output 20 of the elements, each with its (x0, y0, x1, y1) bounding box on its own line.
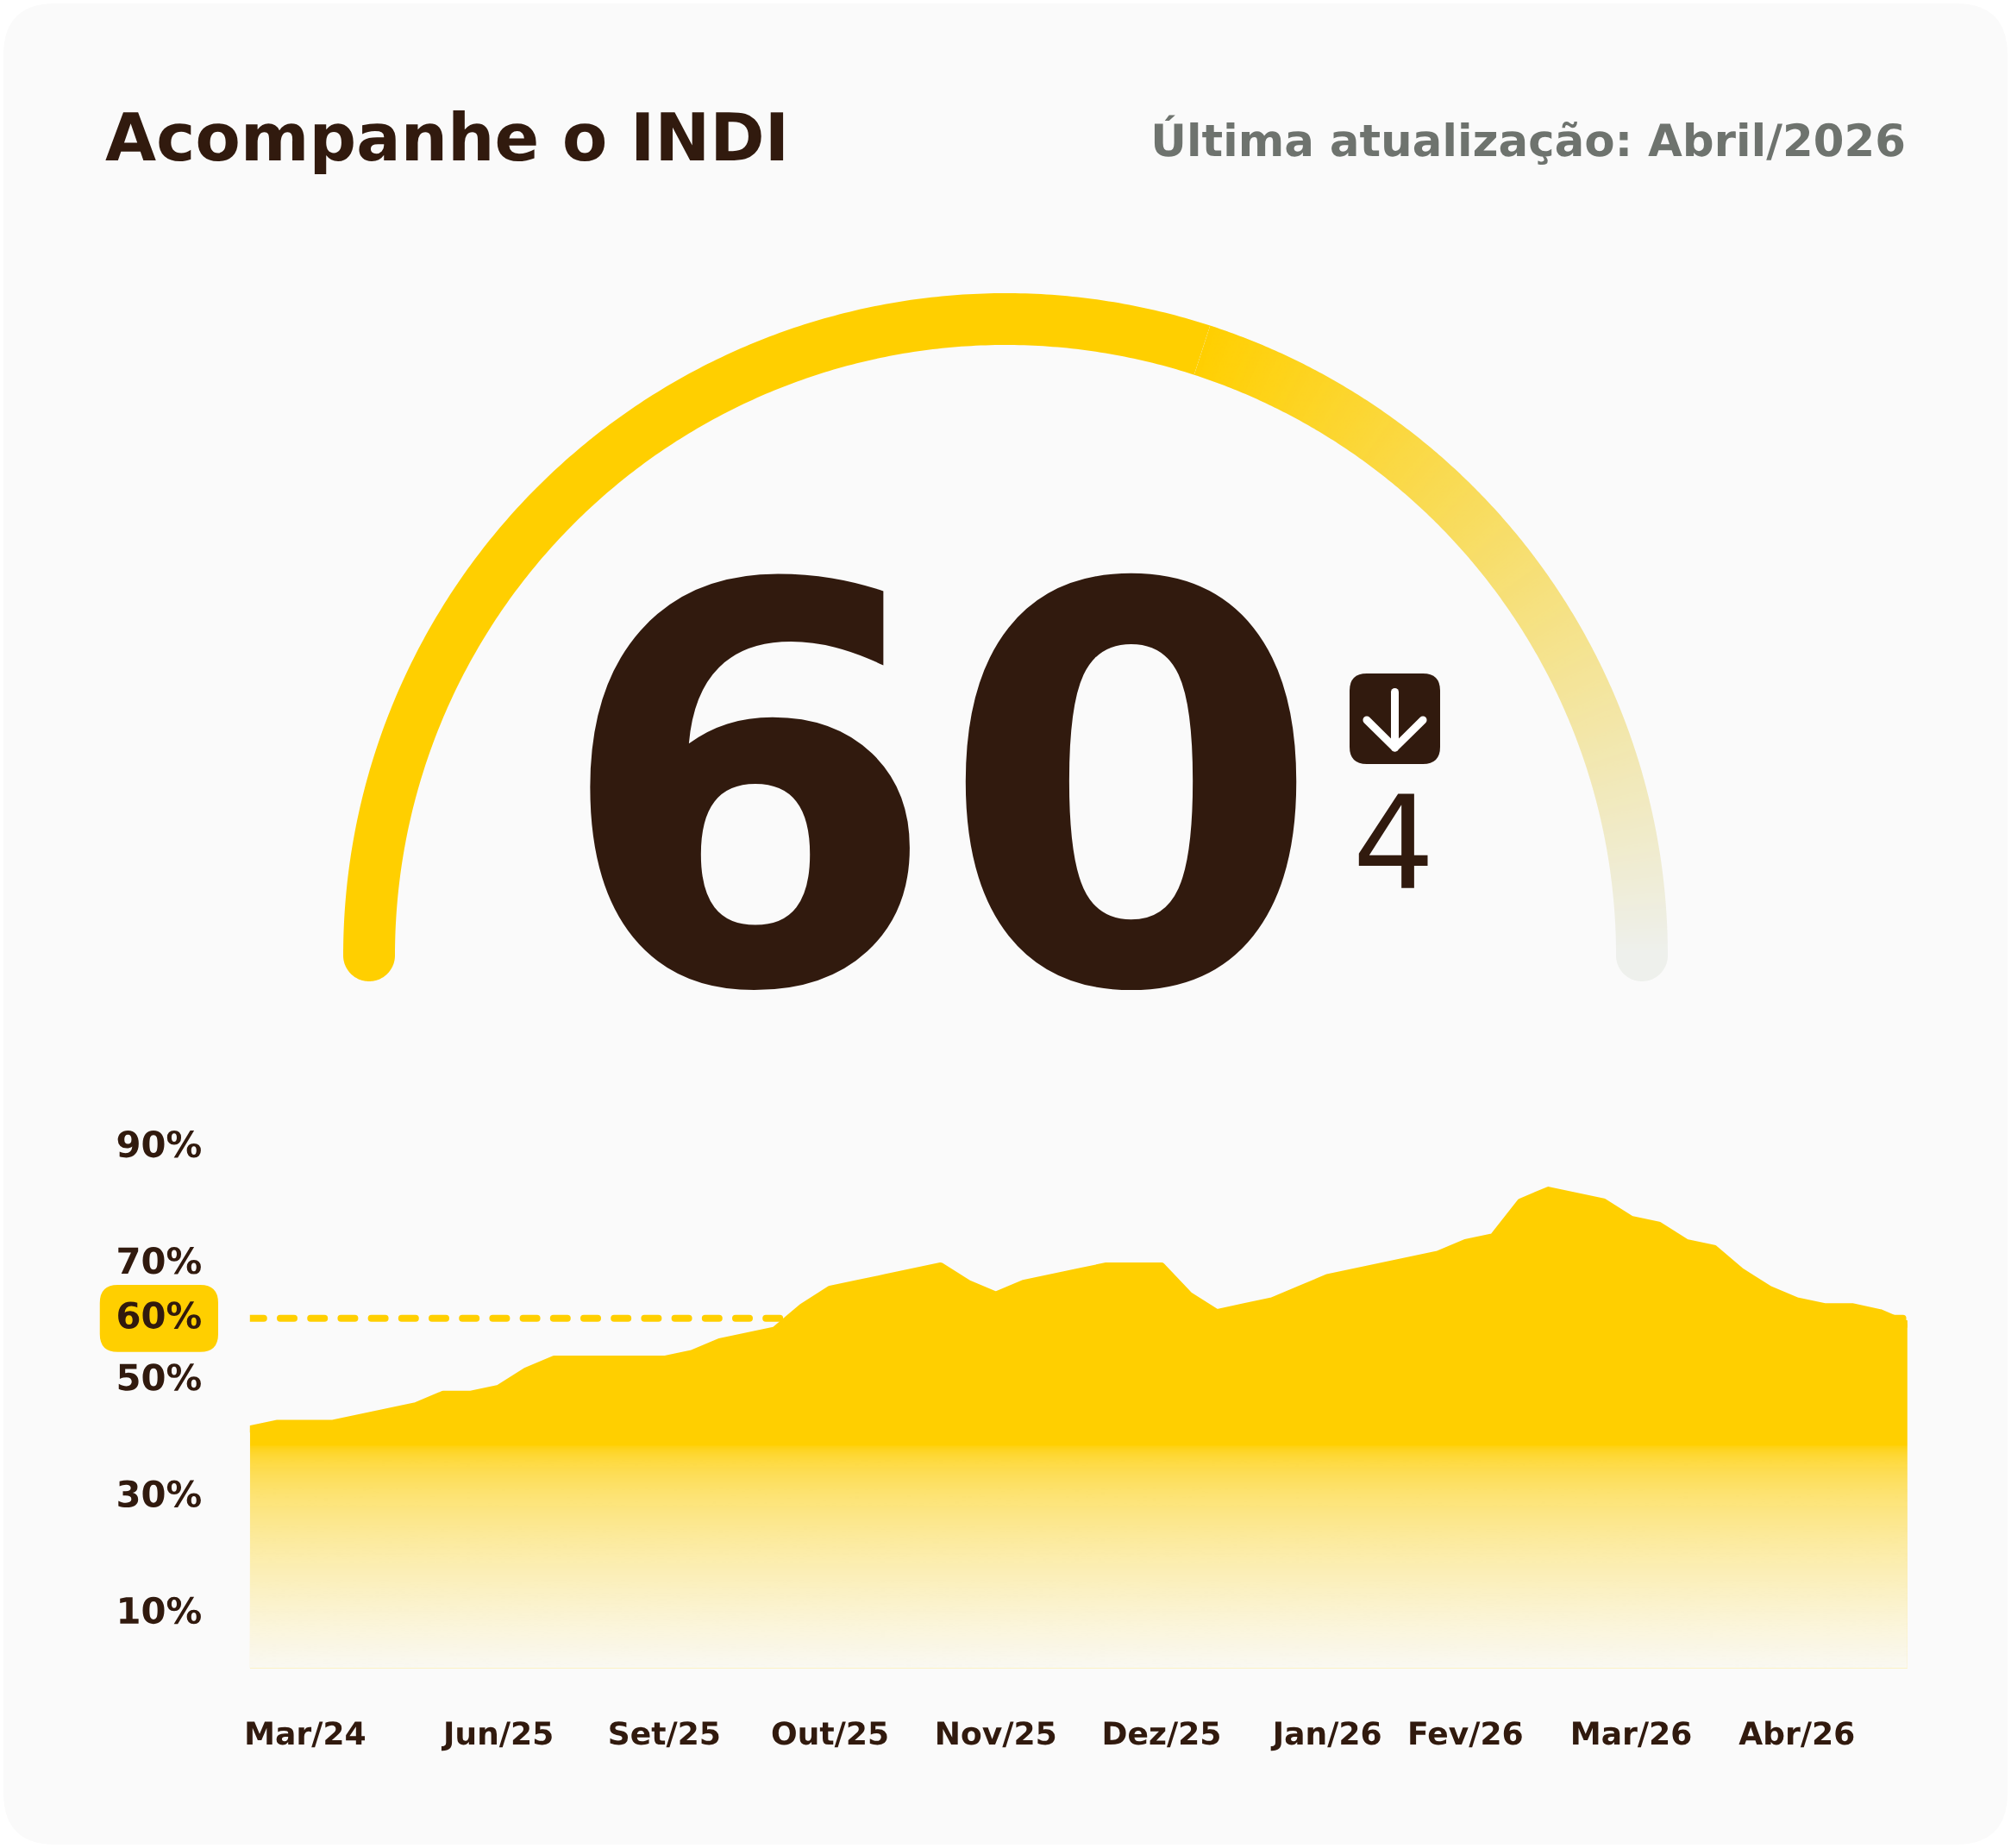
y-tick-label: 70% (118, 1247, 201, 1275)
x-tick-label: Fev/26 (1410, 1721, 1522, 1748)
x-tick-label: Jun/25 (441, 1721, 552, 1751)
x-tick-label: Mar/26 (1573, 1721, 1691, 1748)
y-tick-label: 90% (117, 1130, 201, 1158)
text: 60 (590, 573, 1297, 991)
x-tick-label: Dez/25 (1104, 1721, 1219, 1748)
y-tick-label: 10% (120, 1596, 201, 1625)
y-tick-label: 50% (118, 1363, 201, 1391)
x-tick-label: Jan/26 (1270, 1721, 1381, 1751)
chart-subtitle: Última atualização: Abril/2026 (1154, 115, 1904, 166)
x-tick-label: Out/25 (772, 1721, 887, 1748)
x-tick-label: Nov/25 (937, 1721, 1056, 1748)
x-tick-label: Abr/26 (1738, 1720, 1854, 1748)
ref-line-label: 60% (118, 1301, 201, 1329)
chart-title: Acompanhe o INDI (105, 110, 784, 174)
x-tick-label: Set/25 (610, 1721, 719, 1748)
x-tick-label: Mar/24 (247, 1721, 365, 1748)
y-tick-label: 30% (118, 1480, 201, 1508)
text: 4 (1358, 793, 1428, 888)
